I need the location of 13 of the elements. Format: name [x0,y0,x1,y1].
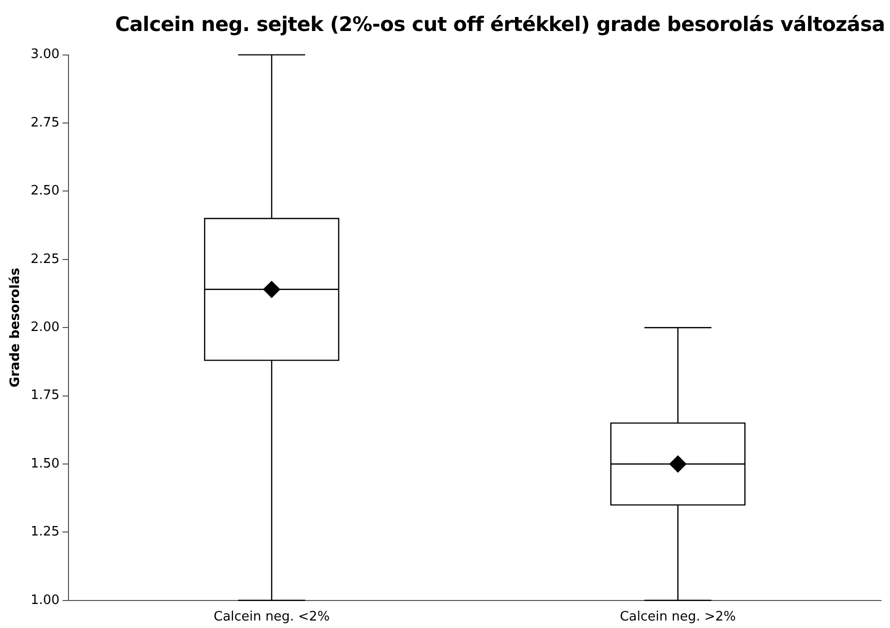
y-tick-label: 1.75 [30,388,60,404]
chart-title: Calcein neg. sejtek (2%-os cut off értékkel) grade besorolás változása [114,12,886,36]
y-axis-title: Grade besorolás [8,268,24,388]
x-tick-label: Calcein neg. >2% [620,610,736,625]
y-tick-label: 2.00 [30,320,60,335]
y-tick-label: 1.00 [30,592,60,608]
y-tick-label: 2.50 [30,184,60,199]
y-tick-label: 2.75 [30,115,60,130]
x-tick-label: Calcein neg. <2% [214,610,330,625]
y-tick-label: 1.25 [30,524,60,540]
y-tick-label: 2.25 [30,252,60,267]
y-tick-label: 1.50 [30,456,60,472]
y-tick-label: 3.00 [30,47,60,62]
